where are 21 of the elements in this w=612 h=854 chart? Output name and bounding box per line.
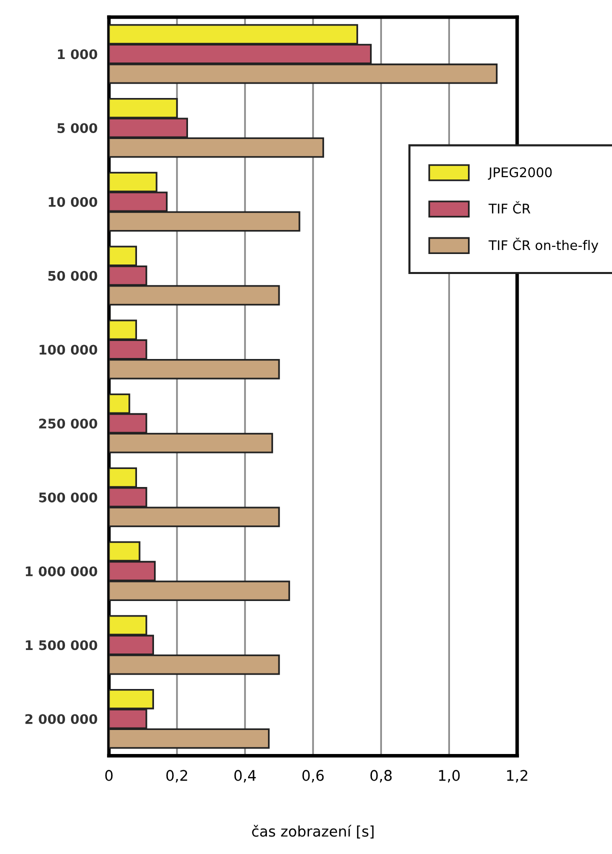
x-tick-label: 0,8 — [370, 770, 392, 782]
y-tick-label: 50 000 — [48, 270, 98, 281]
x-tick-label: 0,2 — [166, 770, 188, 782]
y-tick-label: 100 000 — [40, 344, 98, 355]
y-tick-label: 1 500 000 — [26, 640, 98, 650]
legend-label: TIF ČR on-the-fly — [488, 238, 598, 253]
y-tick-label: 2 000 000 — [25, 714, 98, 724]
y-tick-label: 1 000 — [58, 49, 98, 60]
x-tick-label: 0,4 — [234, 770, 256, 782]
y-tick-label: 250 000 — [39, 418, 98, 429]
x-tick-label: 0,6 — [302, 770, 324, 782]
x-tick-label: 1,2 — [507, 770, 528, 782]
x-axis-title: čas zobrazení [s] — [252, 824, 374, 838]
y-tick-label: 10 000 — [48, 196, 98, 207]
legend-label: TIF ČR — [488, 201, 530, 214]
y-tick-label: 1 000 000 — [26, 566, 98, 576]
y-tick-label: 5 000 — [58, 123, 98, 134]
y-tick-label: 500 000 — [39, 492, 98, 502]
legend-label: JPEG2000 — [488, 167, 552, 180]
x-tick-label: 1,0 — [439, 770, 460, 782]
x-tick-label: 0 — [105, 770, 113, 781]
